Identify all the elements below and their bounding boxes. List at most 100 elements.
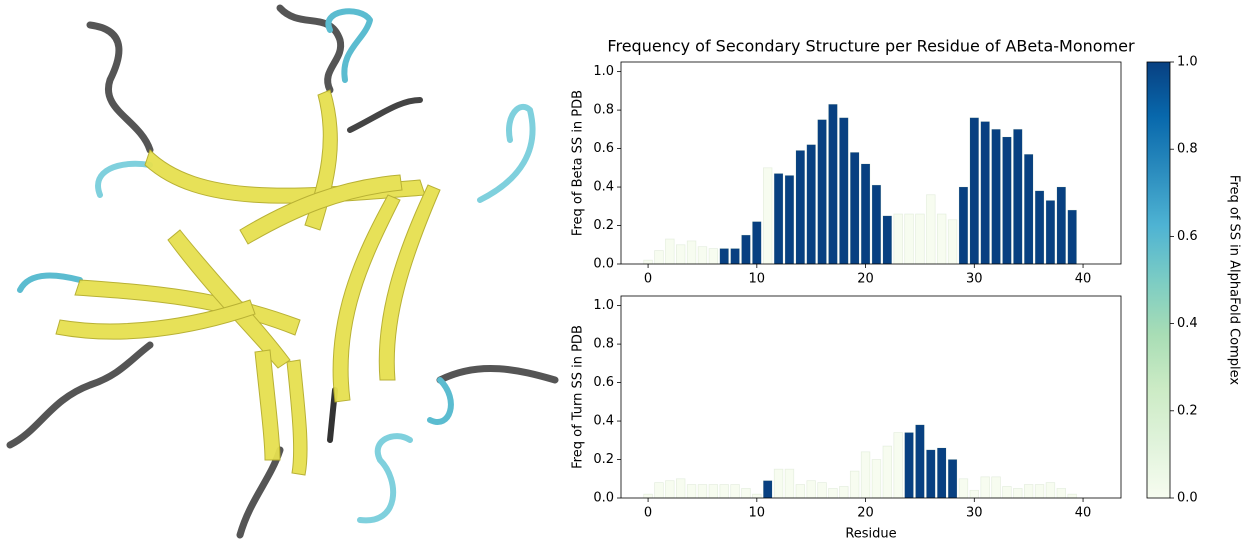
bar (839, 486, 849, 499)
bar (686, 240, 697, 265)
bar (806, 144, 816, 265)
bar (1023, 153, 1034, 265)
y-tick-label: 0.2 (593, 452, 614, 467)
bar (686, 484, 697, 499)
bar (795, 150, 806, 265)
bar (795, 484, 806, 499)
bar (708, 248, 719, 265)
y-tick-label: 0.4 (593, 180, 614, 195)
bar (936, 213, 947, 265)
y-tick-label: 0.6 (593, 375, 614, 390)
bar (828, 103, 838, 265)
bar (741, 488, 751, 499)
bar (1034, 484, 1045, 499)
strand (74, 279, 301, 336)
bar (773, 173, 784, 265)
bar (860, 451, 871, 499)
bar (947, 459, 958, 499)
x-axis-label: Residue (845, 527, 896, 542)
strand (254, 349, 281, 461)
loop (477, 103, 536, 203)
bar (730, 248, 740, 265)
bar (697, 246, 708, 265)
bar (762, 480, 773, 499)
y-tick-label: 0.6 (593, 141, 614, 156)
colorbar-tick-label: 0.4 (1177, 316, 1198, 331)
bar (893, 213, 903, 265)
bar (871, 459, 882, 499)
bar (676, 478, 686, 499)
bar (926, 449, 936, 499)
bar (697, 484, 708, 499)
bar (762, 167, 773, 265)
strand (239, 174, 403, 245)
bar (1067, 209, 1077, 265)
bar (958, 186, 969, 265)
bar (915, 424, 925, 499)
bar (871, 184, 882, 265)
x-tick-label: 20 (857, 272, 874, 287)
colorbar-tick-label: 0.2 (1177, 403, 1198, 418)
y-tick-label: 0.2 (593, 218, 614, 233)
x-tick-label: 40 (1075, 506, 1092, 521)
bar (1045, 482, 1056, 499)
bar (936, 447, 947, 499)
bar (773, 468, 784, 499)
y-tick-label: 0.0 (593, 491, 614, 506)
bar (849, 470, 860, 499)
y-tick-label: 1.0 (593, 64, 614, 79)
loop (17, 272, 83, 293)
bar (1067, 493, 1077, 499)
protein-render (6, 4, 559, 539)
bar (849, 152, 860, 265)
bar (1002, 486, 1012, 499)
colorbar-tick-label: 0.6 (1177, 229, 1198, 244)
loop (347, 97, 423, 133)
colorbar-tick-label: 0.8 (1177, 142, 1198, 157)
bar (806, 480, 816, 499)
loop (6, 341, 154, 449)
loop (276, 4, 345, 94)
bar (643, 493, 653, 499)
bar (1002, 136, 1012, 265)
bar (719, 484, 729, 499)
strand (286, 359, 308, 476)
x-tick-label: 30 (966, 272, 983, 287)
bar (665, 238, 675, 265)
bar (752, 221, 762, 265)
x-tick-label: 40 (1075, 272, 1092, 287)
x-tick-label: 0 (644, 272, 652, 287)
bar (926, 194, 936, 265)
loop (427, 377, 454, 425)
x-tick-label: 30 (966, 506, 983, 521)
loop (357, 433, 413, 524)
bar (708, 484, 719, 499)
y-tick-label: 0.4 (593, 414, 614, 429)
loop (95, 160, 153, 198)
chart-title: Frequency of Secondary Structure per Res… (607, 37, 1135, 56)
loop (436, 364, 559, 384)
axes-frame (620, 295, 1122, 499)
bar (676, 244, 686, 265)
x-tick-label: 20 (857, 506, 874, 521)
axes-frame (620, 61, 1122, 265)
bar (991, 476, 1001, 499)
bar (1045, 200, 1056, 265)
strand (378, 184, 441, 381)
bar (828, 488, 838, 499)
bar (1056, 186, 1066, 265)
colorbar-label: Freq of SS in AlphaFold Complex (1227, 175, 1242, 386)
bar (817, 119, 827, 265)
bar (654, 482, 664, 499)
bar (860, 163, 871, 265)
bar (958, 478, 969, 499)
bar (665, 480, 675, 499)
bar (882, 445, 893, 499)
bar (1013, 488, 1023, 499)
bar (980, 476, 990, 499)
x-tick-label: 0 (644, 506, 652, 521)
bar (991, 128, 1001, 265)
bar (882, 215, 893, 265)
strand (167, 229, 291, 369)
